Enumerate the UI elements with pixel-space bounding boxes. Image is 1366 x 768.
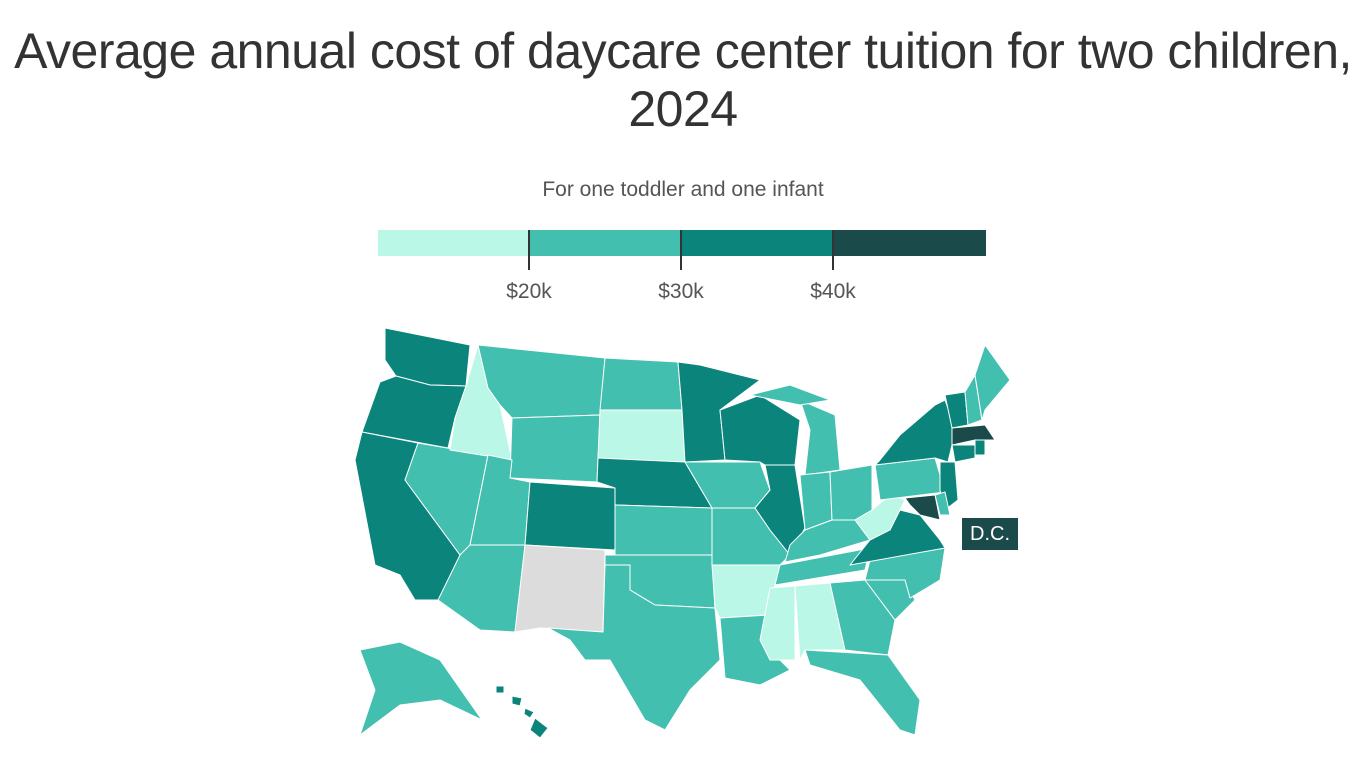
state-tx[interactable] xyxy=(547,564,721,731)
state-me[interactable] xyxy=(974,344,1011,421)
state-oh[interactable] xyxy=(829,464,873,521)
legend-bin-2 xyxy=(682,230,834,256)
legend-tick-label: $20k xyxy=(506,280,552,303)
state-co[interactable] xyxy=(524,481,616,551)
state-mi[interactable] xyxy=(749,384,841,476)
state-al[interactable] xyxy=(794,582,846,661)
state-or[interactable] xyxy=(361,375,467,449)
state-hi[interactable] xyxy=(495,685,549,739)
state-ny[interactable] xyxy=(874,399,956,466)
state-nm[interactable] xyxy=(514,544,606,633)
legend-tick xyxy=(528,230,530,270)
chart-subtitle: For one toddler and one infant xyxy=(542,178,824,201)
dc-label: D.C. xyxy=(962,518,1018,550)
legend-bin-0 xyxy=(378,230,530,256)
legend-tick xyxy=(832,230,834,270)
state-md[interactable] xyxy=(904,494,941,521)
state-wy[interactable] xyxy=(509,414,601,483)
legend-bin-1 xyxy=(530,230,682,256)
state-de[interactable] xyxy=(934,491,951,516)
state-ma[interactable] xyxy=(951,424,996,446)
legend-bin-3 xyxy=(834,230,986,256)
state-ct[interactable] xyxy=(951,444,976,463)
legend-tick-label: $40k xyxy=(810,280,856,303)
state-wi[interactable] xyxy=(719,394,801,466)
state-ms[interactable] xyxy=(759,585,796,661)
chart-title: Average annual cost of daycare center tu… xyxy=(14,23,1352,137)
state-ak[interactable] xyxy=(359,641,483,736)
legend-tick xyxy=(680,230,682,270)
state-tn[interactable] xyxy=(774,547,871,586)
state-ri[interactable] xyxy=(974,439,986,456)
state-il[interactable] xyxy=(754,464,806,556)
state-wv[interactable] xyxy=(854,494,906,541)
legend-tick-label: $30k xyxy=(658,280,704,303)
state-fl[interactable] xyxy=(804,649,921,736)
state-pa[interactable] xyxy=(874,457,946,501)
color-legend xyxy=(378,230,986,256)
state-nd[interactable] xyxy=(599,357,683,411)
state-ks[interactable] xyxy=(614,504,713,556)
